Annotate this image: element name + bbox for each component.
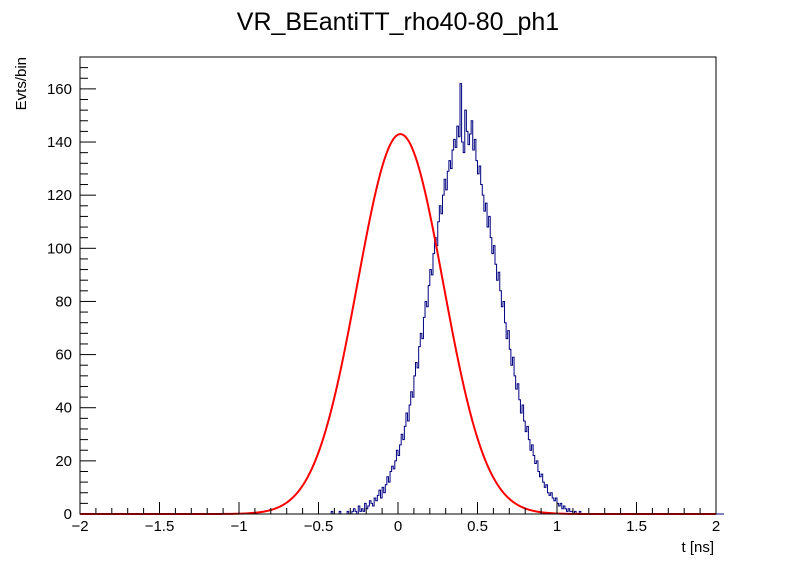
x-tick-label: −2 [71, 518, 88, 535]
y-axis-label: Evts/bin [13, 57, 30, 110]
y-tick-label: 0 [64, 506, 72, 523]
x-axis: −2 −1.5 −1 −0.5 0 0.5 1 1.5 2 [71, 502, 720, 535]
x-tick-label: 0 [394, 518, 402, 535]
y-tick-label: 100 [47, 240, 72, 257]
x-tick-label: 1.5 [626, 518, 647, 535]
x-tick-label: 0.5 [467, 518, 488, 535]
x-tick-label: −1.5 [145, 518, 175, 535]
chart-title: VR_BEantiTT_rho40-80_ph1 [237, 8, 559, 36]
y-tick-label: 140 [47, 134, 72, 151]
y-tick-label: 40 [55, 400, 72, 417]
x-tick-label: −1 [230, 518, 247, 535]
y-tick-label: 120 [47, 187, 72, 204]
y-tick-label: 160 [47, 81, 72, 98]
y-tick-label: 80 [55, 293, 72, 310]
x-axis-label: t [ns] [681, 539, 714, 556]
x-tick-label: 1 [553, 518, 561, 535]
y-axis: 0 20 40 60 80 100 120 140 160 [47, 56, 96, 523]
x-tick-label: 2 [712, 518, 720, 535]
y-tick-label: 20 [55, 453, 72, 470]
y-tick-label: 60 [55, 347, 72, 364]
x-tick-label: −0.5 [304, 518, 334, 535]
